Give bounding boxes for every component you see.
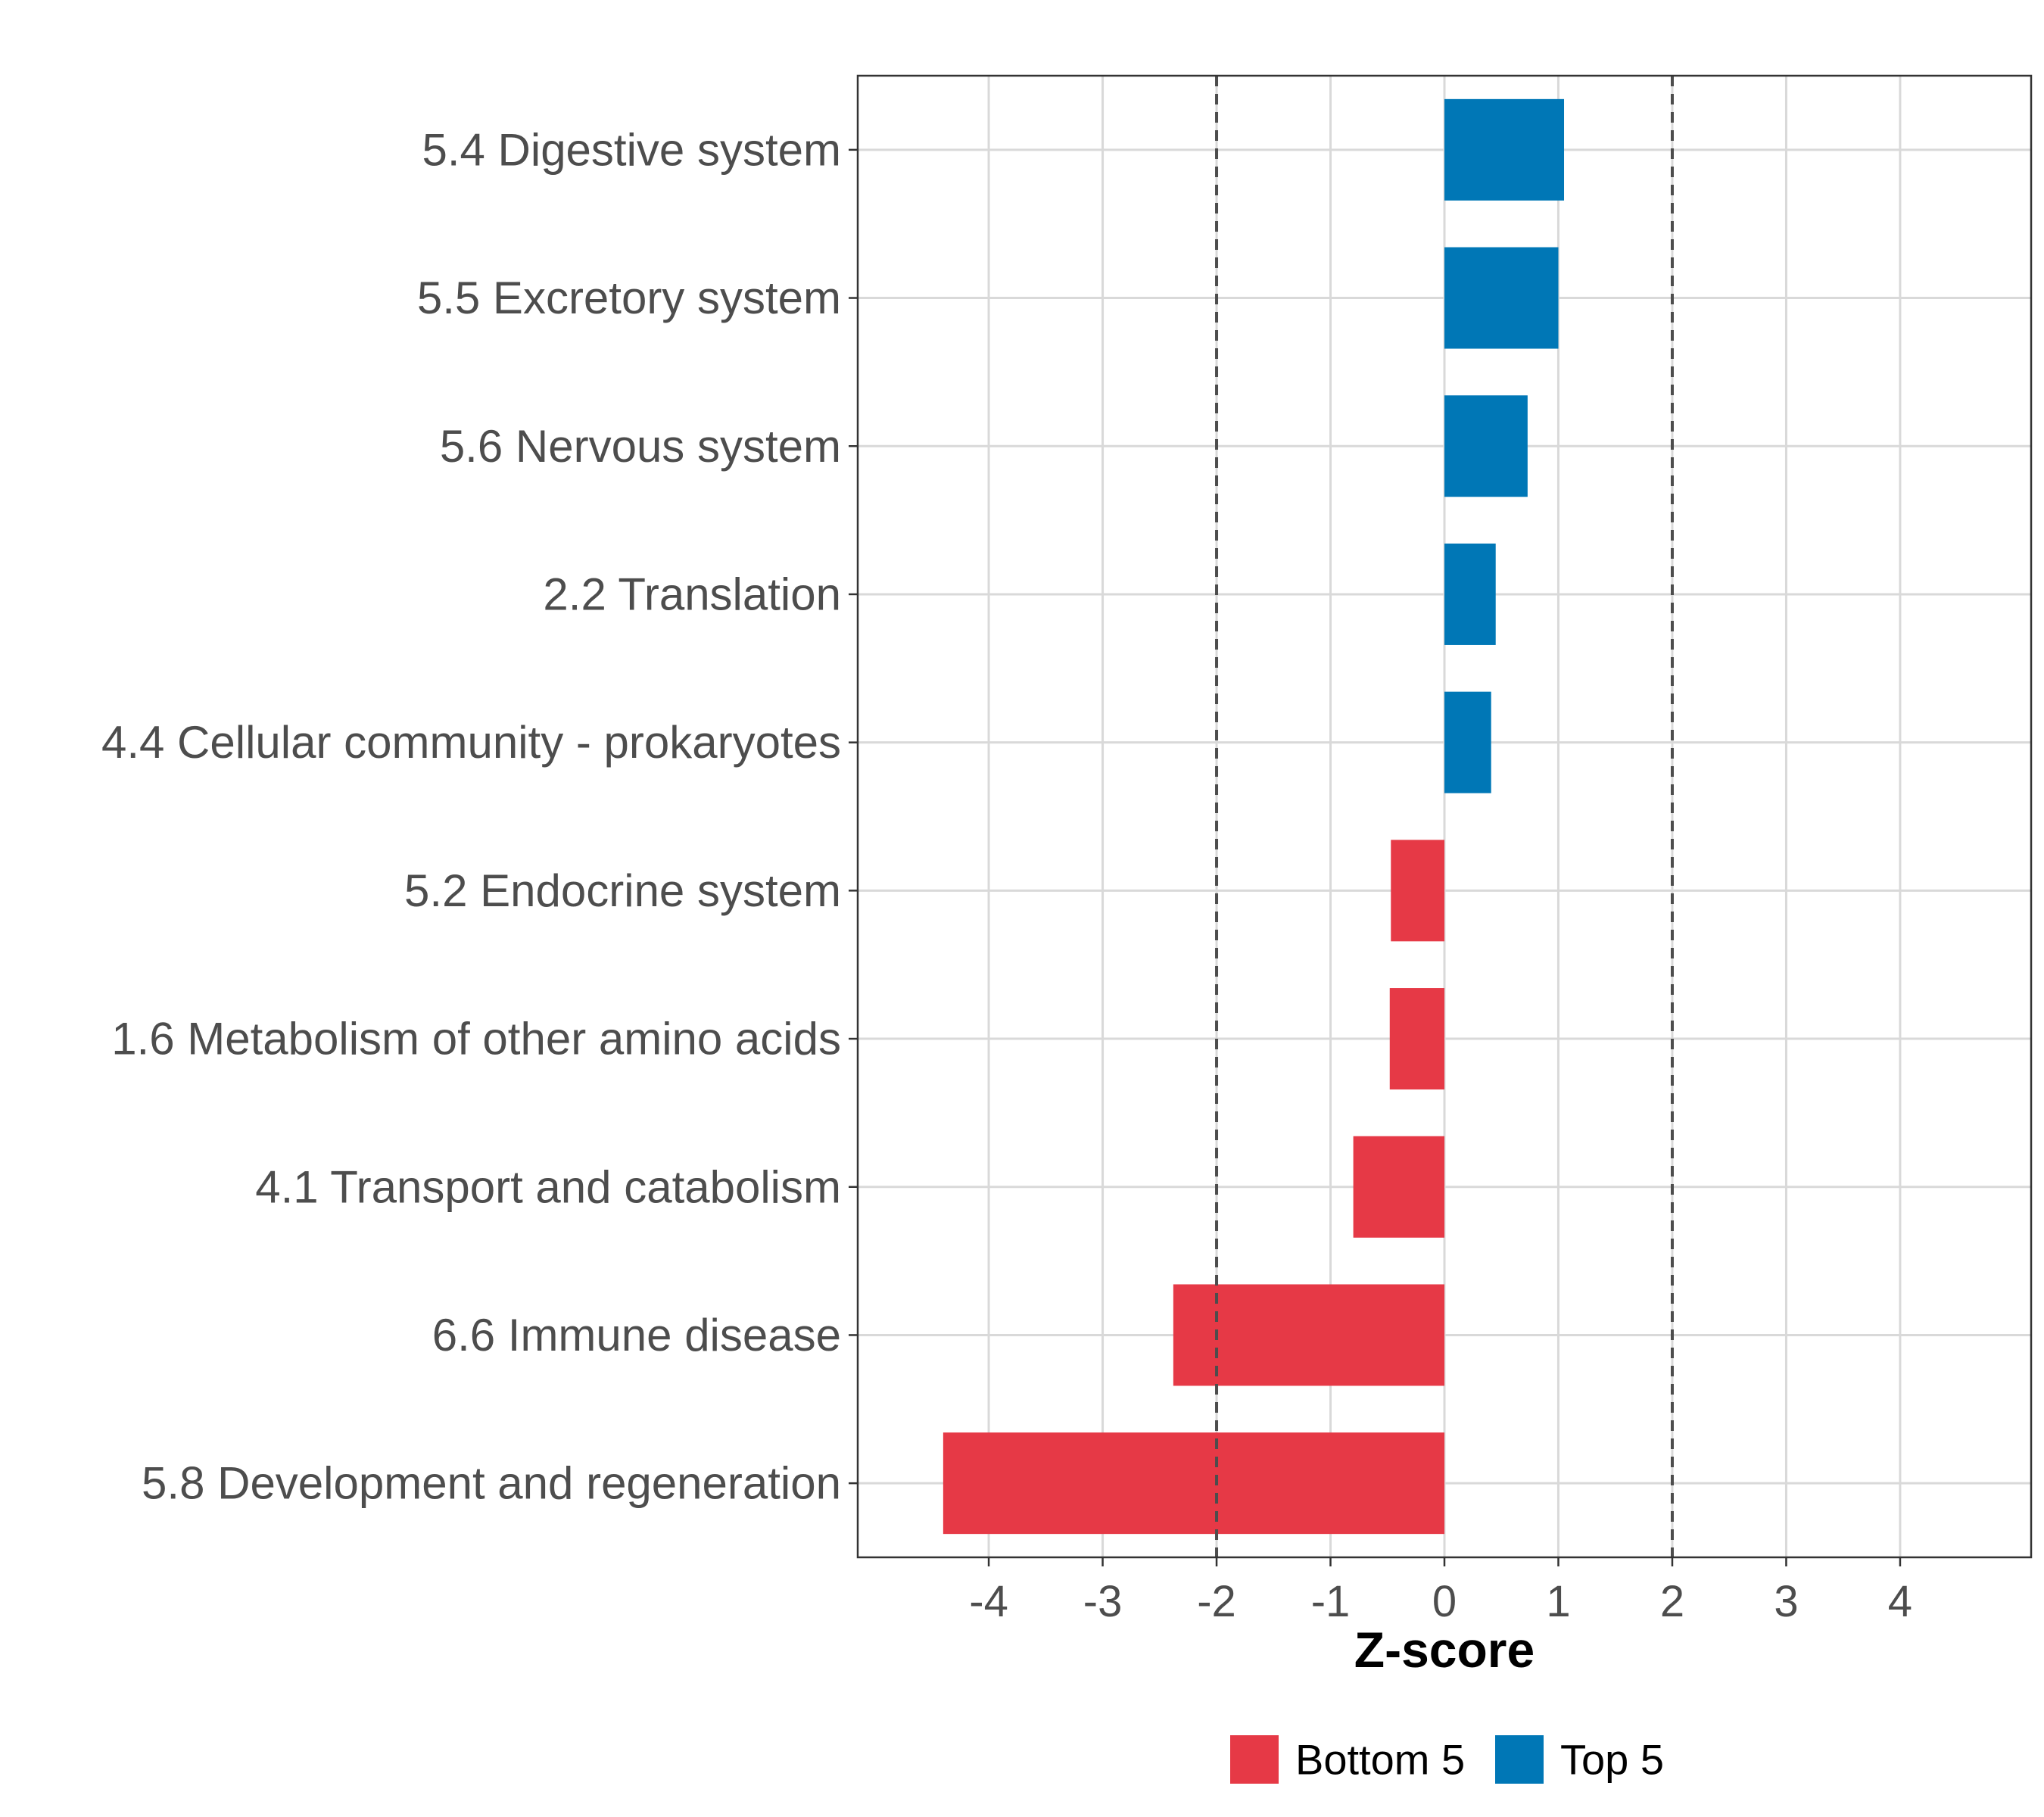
bar-bottom5	[1389, 988, 1444, 1090]
x-tick-label: -3	[1083, 1577, 1123, 1626]
bar-bottom5	[943, 1432, 1444, 1535]
x-tick-label: -2	[1197, 1577, 1236, 1626]
category-label: 4.4 Cellular community - prokaryotes	[101, 717, 841, 768]
bar-top5	[1444, 691, 1491, 793]
x-tick-label: -1	[1311, 1577, 1351, 1626]
x-tick-label: 3	[1774, 1577, 1798, 1626]
category-label: 5.6 Nervous system	[440, 421, 841, 472]
legend-label: Top 5	[1560, 1736, 1664, 1784]
bar-bottom5	[1173, 1284, 1444, 1386]
bar-top5	[1444, 247, 1559, 349]
x-tick-label: 2	[1660, 1577, 1684, 1626]
legend-key-top5	[1495, 1735, 1544, 1784]
category-label: 5.2 Endocrine system	[404, 865, 841, 916]
x-tick-label: -4	[969, 1577, 1008, 1626]
legend: Bottom 5 Top 5	[1230, 1735, 1664, 1784]
category-label: 5.8 Development and regeneration	[142, 1458, 841, 1509]
bar-top5	[1444, 543, 1496, 645]
category-label: 6.6 Immune disease	[432, 1310, 841, 1360]
legend-key-bottom5	[1230, 1735, 1279, 1784]
x-axis-title: Z-score	[1354, 1622, 1535, 1678]
bar-bottom5	[1353, 1136, 1444, 1238]
x-tick-label: 1	[1546, 1577, 1570, 1626]
bar-top5	[1444, 98, 1565, 201]
y-axis: 5.4 Digestive system 5.5 Excretory system…	[101, 124, 858, 1509]
category-label: 5.4 Digestive system	[422, 124, 841, 175]
category-label: 5.5 Excretory system	[417, 273, 841, 323]
bar-layer	[943, 98, 1565, 1535]
x-tick-label: 4	[1888, 1577, 1912, 1626]
category-label: 1.6 Metabolism of other amino acids	[111, 1014, 841, 1064]
x-axis: -4 -3 -2 -1 0 1 2 3 4	[969, 1557, 1912, 1626]
x-tick-label: 0	[1432, 1577, 1457, 1626]
bar-bottom5	[1391, 840, 1444, 942]
category-label: 4.1 Transport and catabolism	[255, 1161, 841, 1212]
legend-label: Bottom 5	[1295, 1736, 1465, 1784]
category-label: 2.2 Translation	[543, 569, 841, 619]
bar-top5	[1444, 395, 1528, 497]
